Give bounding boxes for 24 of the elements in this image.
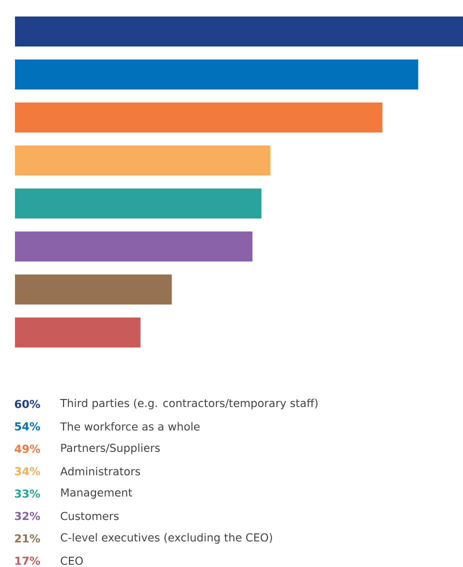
text: 33% [14, 489, 40, 498]
text: 21% [15, 534, 40, 543]
text: 60% [14, 400, 40, 408]
bar [15, 145, 270, 176]
text: C-level executives (excluding the CEO) [60, 533, 272, 544]
text: Management [61, 488, 132, 499]
text: Administrators [60, 466, 140, 476]
text: 32% [14, 512, 40, 520]
bar [15, 274, 172, 304]
text: 34% [14, 467, 40, 476]
text: Third parties (e.g. contractors/temporary staff) [60, 398, 318, 410]
text: Partners/Suppliers [61, 443, 160, 454]
text: CEO [60, 556, 83, 565]
bar [15, 59, 418, 90]
bar [15, 232, 252, 262]
text: 17% [15, 556, 40, 565]
bar [15, 317, 140, 348]
text: 49% [14, 444, 40, 453]
text: 54% [15, 422, 40, 431]
bar [15, 16, 463, 46]
text: Customers [60, 512, 119, 520]
bar [15, 188, 262, 218]
text: The workforce as a whole [60, 422, 200, 431]
bar [15, 102, 382, 132]
